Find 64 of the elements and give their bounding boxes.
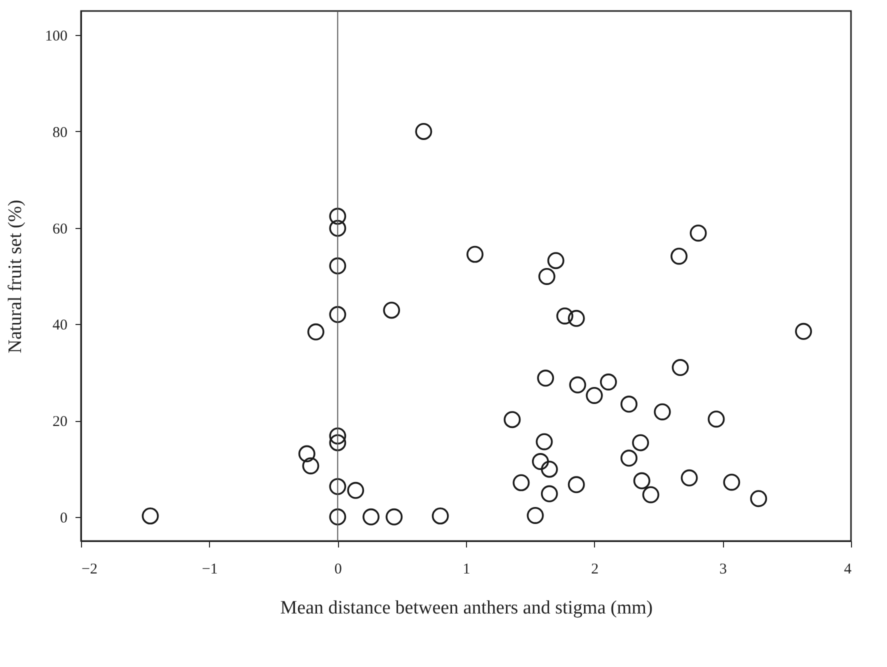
point xyxy=(504,411,521,428)
point xyxy=(329,257,346,274)
point xyxy=(537,370,554,387)
point xyxy=(540,460,558,478)
x-axis-title: Mean distance between anthers and stigma (mm) xyxy=(280,598,653,618)
point xyxy=(654,403,671,420)
x-tick-label: 1 xyxy=(462,562,470,578)
point xyxy=(600,374,617,390)
point xyxy=(386,508,403,526)
point xyxy=(547,252,564,270)
point xyxy=(415,122,432,140)
point xyxy=(556,308,574,324)
y-tick-label: 80 xyxy=(52,124,68,141)
point xyxy=(362,508,380,526)
y-tick-label: 100 xyxy=(45,28,68,45)
y-tick-label: 0 xyxy=(60,510,68,526)
point xyxy=(347,482,364,499)
point xyxy=(329,508,346,526)
point xyxy=(432,507,449,524)
point xyxy=(302,457,320,474)
point xyxy=(586,387,603,404)
y-tick-label: 40 xyxy=(52,318,68,334)
point xyxy=(723,474,740,491)
point xyxy=(680,469,698,486)
point xyxy=(329,427,346,444)
point xyxy=(569,376,586,394)
x-tick-label: −2 xyxy=(82,562,98,578)
point xyxy=(690,224,707,242)
point xyxy=(672,359,689,376)
x-tick-label: 2 xyxy=(591,562,599,578)
point xyxy=(532,453,549,470)
point xyxy=(568,310,585,327)
point xyxy=(795,322,812,340)
point xyxy=(632,434,650,452)
point xyxy=(568,476,585,494)
point xyxy=(383,302,400,319)
point xyxy=(329,478,346,496)
y-tick-label: 60 xyxy=(52,221,68,238)
point xyxy=(620,396,638,413)
point xyxy=(298,445,316,462)
point xyxy=(540,485,558,502)
y-axis-title: Natural fruit set (%) xyxy=(5,200,26,354)
point xyxy=(750,490,768,508)
point xyxy=(329,220,346,237)
point xyxy=(708,410,725,428)
point xyxy=(536,433,553,450)
point xyxy=(538,268,556,285)
x-tick-label: 0 xyxy=(334,562,342,578)
point xyxy=(142,507,159,524)
point xyxy=(466,246,484,263)
x-tick-label: 4 xyxy=(844,562,852,578)
point xyxy=(307,323,324,340)
point xyxy=(329,208,346,225)
point xyxy=(329,306,346,324)
point xyxy=(633,472,650,490)
point xyxy=(329,434,346,452)
point xyxy=(642,486,660,504)
y-tick-label: 20 xyxy=(52,414,68,430)
point xyxy=(526,506,544,524)
x-tick-label: −1 xyxy=(202,562,218,578)
point xyxy=(620,450,638,467)
x-tick-label: 3 xyxy=(719,562,727,578)
point xyxy=(670,248,688,265)
point xyxy=(512,474,530,492)
